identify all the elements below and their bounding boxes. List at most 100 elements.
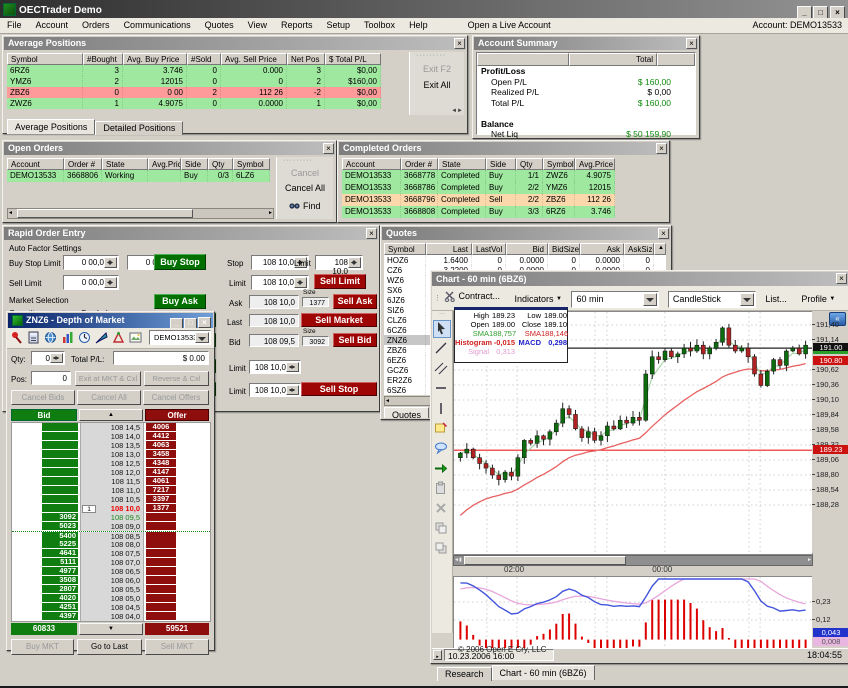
price-cell[interactable]: 108 08,5 [80, 532, 144, 541]
contract-button[interactable]: Contract... [439, 286, 505, 306]
ladder-scroll-up-button[interactable]: ▲ [79, 409, 143, 421]
ladder-row[interactable]: 5225 108 08,0 [12, 539, 210, 549]
note-tool-icon[interactable] [433, 420, 451, 438]
menu-item-file[interactable]: File [7, 20, 22, 30]
chart-icon[interactable] [61, 331, 74, 344]
menu-item-communications[interactable]: Communications [123, 20, 191, 30]
ladder-row[interactable]: 108 11,5 4061 [12, 476, 210, 486]
tab-quotes[interactable]: Quotes [384, 407, 430, 418]
offer-size-cell[interactable]: 1377 [146, 503, 176, 513]
menu-item-orders[interactable]: Orders [82, 20, 110, 30]
price-cell[interactable]: 108 09,5 [80, 513, 144, 522]
price-cell[interactable]: 108 05,5 [80, 585, 144, 594]
offer-size-cell[interactable]: 4006 [146, 422, 176, 432]
price-cell[interactable]: 108 06,5 [80, 567, 144, 576]
column-header-state[interactable]: State [102, 158, 148, 170]
column-header-side[interactable]: Side [486, 158, 516, 170]
offer-size-cell[interactable]: 4147 [146, 467, 176, 477]
column-header-bidsize[interactable]: BidSize [548, 243, 580, 255]
bid-size-cell[interactable]: 4977 [42, 566, 78, 576]
dart-icon[interactable] [95, 331, 108, 344]
limit-price-spinner-2[interactable]: 108 10,0 [251, 275, 309, 290]
spinner-arrows[interactable] [348, 257, 361, 268]
column-header-avg-price[interactable]: Avg.Price [575, 158, 615, 170]
cancel-offers-button[interactable]: Cancel Offers [143, 390, 209, 405]
limit-price-spinner-4[interactable]: 108 10,0 [249, 383, 301, 397]
chevron-down-icon[interactable] [643, 293, 658, 306]
summary-header-blank[interactable] [477, 53, 569, 66]
column-header-order-#[interactable]: Order # [401, 158, 438, 170]
sell-limit-button[interactable]: Sell Limit [314, 274, 366, 289]
column-header-account[interactable]: Account [7, 158, 64, 170]
ladder-row[interactable]: 2807 108 05,5 [12, 584, 210, 594]
ladder-row[interactable]: 1 108 10,0 1377 [12, 503, 210, 513]
scroll-right-arrow[interactable]: ► [807, 557, 812, 563]
column-header-account[interactable]: Account [342, 158, 401, 170]
collapse-axis-button[interactable]: « [829, 312, 846, 326]
sell-limit-spinner[interactable]: 0 00,0 [63, 275, 119, 290]
table-row[interactable]: DEMO13533 3668806 Working Buy 0/3 6LZ6 [7, 170, 270, 182]
offer-size-cell[interactable] [146, 522, 176, 531]
stop-price-spinner[interactable]: 108 10,0 [251, 255, 309, 270]
offer-size-cell[interactable]: 4348 [146, 458, 176, 468]
close-icon[interactable]: × [323, 143, 334, 154]
offer-size-cell[interactable]: 3397 [146, 494, 176, 504]
pin-icon[interactable] [10, 331, 23, 344]
column-header-asksize[interactable]: AskSize [624, 243, 654, 255]
horizontal-line-tool-icon[interactable] [433, 380, 451, 398]
ladder-row[interactable]: 5111 108 07,0 [12, 557, 210, 567]
chart-hscrollbar[interactable]: ◄▮ ► [453, 555, 813, 566]
close-icon[interactable]: × [656, 143, 667, 154]
close-icon[interactable]: × [366, 228, 377, 239]
limit-price-spinner-3[interactable]: 108 10,0 [249, 360, 301, 374]
bid-size-cell[interactable]: 4641 [42, 548, 78, 558]
offer-size-cell[interactable] [146, 532, 176, 541]
find-button[interactable]: Find [277, 201, 333, 211]
sell-bid-button[interactable]: Sell Bid [333, 333, 377, 347]
bid-size-cell[interactable] [42, 450, 78, 459]
scroll-right-arrow[interactable]: ► [268, 210, 273, 216]
menu-item-open-a-live-account[interactable]: Open a Live Account [467, 20, 551, 30]
price-cell[interactable]: 108 04,5 [80, 603, 144, 612]
indicator-icon[interactable] [112, 331, 125, 344]
vertical-line-tool-icon[interactable] [433, 400, 451, 418]
table-row[interactable]: DEMO13533 3668796 Completed Sell 2/2 ZBZ6 112 … [342, 194, 615, 206]
table-row[interactable]: YMZ6 2 12015 0 0 2 $160,00 [7, 76, 381, 87]
offer-size-cell[interactable] [146, 603, 176, 612]
calculator-icon[interactable] [27, 331, 40, 344]
column-header-symbol[interactable]: Symbol [7, 53, 83, 65]
minimize-button[interactable]: _ [170, 318, 183, 328]
list-button[interactable]: List... [760, 289, 792, 309]
bid-size-cell[interactable] [42, 468, 78, 477]
close-icon[interactable]: × [686, 38, 697, 49]
menu-item-view[interactable]: View [247, 20, 267, 30]
menu-item-help[interactable]: Help [409, 20, 428, 30]
snapshot-icon[interactable] [129, 331, 142, 344]
offer-size-cell[interactable] [146, 585, 176, 594]
ladder-row[interactable]: 108 14,0 4412 [12, 431, 210, 441]
table-row[interactable]: DEMO13533 3668778 Completed Buy 1/1 ZWZ6 4.907… [342, 170, 615, 182]
spinner-arrows[interactable] [286, 385, 299, 395]
ladder-row[interactable]: 3092 108 09,5 [12, 512, 210, 522]
table-row[interactable]: DEMO13533 3668808 Completed Buy 3/3 6RZ6 3.746 [342, 206, 615, 218]
bid-size-cell[interactable] [42, 495, 78, 504]
callout-tool-icon[interactable] [433, 440, 451, 458]
cancel-button[interactable]: Cancel [290, 168, 319, 178]
offer-size-cell[interactable] [146, 549, 176, 558]
bid-column-header[interactable]: Bid [11, 409, 77, 421]
sell-market-button[interactable]: Sell Market [301, 313, 377, 327]
price-cell[interactable]: 108 09,0 [80, 522, 144, 531]
column-header-#sold[interactable]: #Sold [187, 53, 221, 65]
status-grip-button[interactable]: ▸ [433, 650, 442, 660]
delete-tool-icon[interactable] [433, 500, 451, 518]
chevron-down-icon[interactable] [195, 332, 209, 343]
bid-size-cell[interactable] [42, 459, 78, 468]
chevron-down-icon[interactable] [739, 293, 754, 306]
maximize-button[interactable]: □ [184, 318, 197, 328]
exit-f2-button[interactable]: Exit F2 [422, 64, 451, 74]
buy-mkt-button[interactable]: Buy MKT [11, 639, 74, 655]
sell-ask-button[interactable]: Sell Ask [333, 294, 377, 309]
price-cell[interactable]: 108 07,0 [80, 558, 144, 567]
bid-size-cell[interactable]: 5400 [42, 531, 78, 541]
bid-size-cell[interactable]: 5023 [42, 521, 78, 531]
